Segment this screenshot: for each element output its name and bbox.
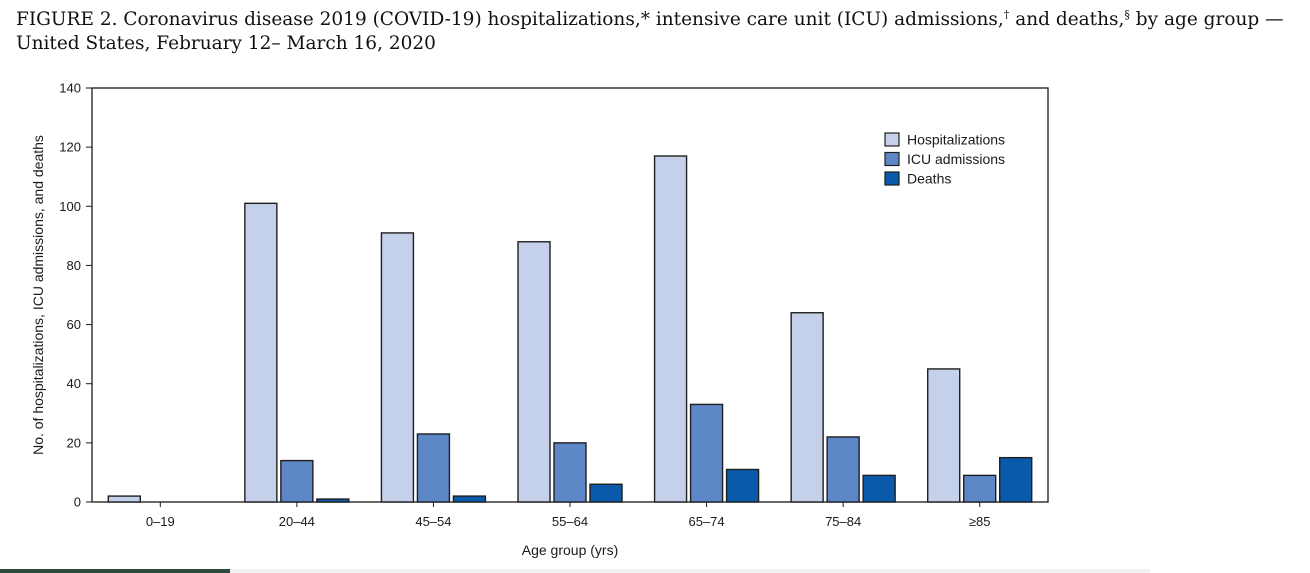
bar-icu-admissions <box>826 436 860 503</box>
bar-icu-admissions <box>416 433 451 503</box>
bar-hospitalizations <box>790 312 824 503</box>
bar-deaths <box>589 483 623 503</box>
legend-label: Deaths <box>907 171 951 187</box>
section-footnote-mark: § <box>1124 7 1130 21</box>
legend-swatch <box>884 151 900 167</box>
y-tick-label: 20 <box>67 435 81 450</box>
plot-frame <box>91 87 1049 503</box>
y-tick-label: 80 <box>67 258 81 273</box>
y-tick-label: 60 <box>67 317 81 332</box>
bar-deaths <box>316 498 350 503</box>
figure-title-end: by age group — United States, February 1… <box>16 9 1284 54</box>
x-tick-label: 55–64 <box>552 514 588 529</box>
bar-icu-admissions <box>963 474 997 503</box>
legend-swatch <box>884 132 900 147</box>
bar-deaths <box>999 456 1033 503</box>
x-axis: 0–19 20–44 45–54 55–64 65–74 75–84 ≥85 <box>146 502 991 529</box>
y-tick-label: 100 <box>59 199 81 214</box>
figure-title-and-deaths: and deaths, <box>1009 9 1125 30</box>
bottom-shade <box>0 569 1310 573</box>
legend: Hospitalizations ICU admissions Deaths <box>884 132 1005 187</box>
y-tick-label: 120 <box>59 140 81 155</box>
bar-icu-admissions <box>553 442 587 503</box>
y-axis: 0 20 40 60 80 100 120 140 <box>59 81 92 510</box>
bar-hospitalizations <box>380 232 415 503</box>
bars <box>107 155 1033 503</box>
bar-deaths <box>862 474 896 503</box>
bar-deaths <box>452 495 487 503</box>
bar-hospitalizations <box>653 155 688 503</box>
figure-title: FIGURE 2. Coronavirus disease 2019 (COVI… <box>16 8 1301 56</box>
x-tick-label: 75–84 <box>825 514 861 529</box>
y-tick-label: 40 <box>67 376 81 391</box>
bar-icu-admissions <box>689 403 724 503</box>
legend-label: ICU admissions <box>907 151 1005 167</box>
x-tick-label: 20–44 <box>279 514 315 529</box>
x-tick-label: 65–74 <box>688 514 724 529</box>
dagger-footnote-mark: † <box>1003 7 1010 21</box>
y-tick-label: 140 <box>59 81 81 96</box>
bar-deaths <box>725 468 760 503</box>
bar-hospitalizations <box>517 241 551 503</box>
x-tick-label: 45–54 <box>415 514 451 529</box>
bar-hospitalizations <box>927 368 961 503</box>
y-axis-label: No. of hospitalizations, ICU admissions,… <box>30 135 46 455</box>
bar-icu-admissions <box>280 459 314 503</box>
figure-title-main: FIGURE 2. Coronavirus disease 2019 (COVI… <box>16 9 1004 30</box>
legend-swatch <box>884 171 900 186</box>
legend-label: Hospitalizations <box>907 132 1005 148</box>
y-tick-label: 0 <box>74 495 81 510</box>
x-tick-label: ≥85 <box>969 514 991 529</box>
bar-hospitalizations <box>107 495 141 503</box>
bar-hospitalizations <box>244 202 278 503</box>
x-axis-label: Age group (yrs) <box>522 542 618 558</box>
x-tick-label: 0–19 <box>146 514 175 529</box>
